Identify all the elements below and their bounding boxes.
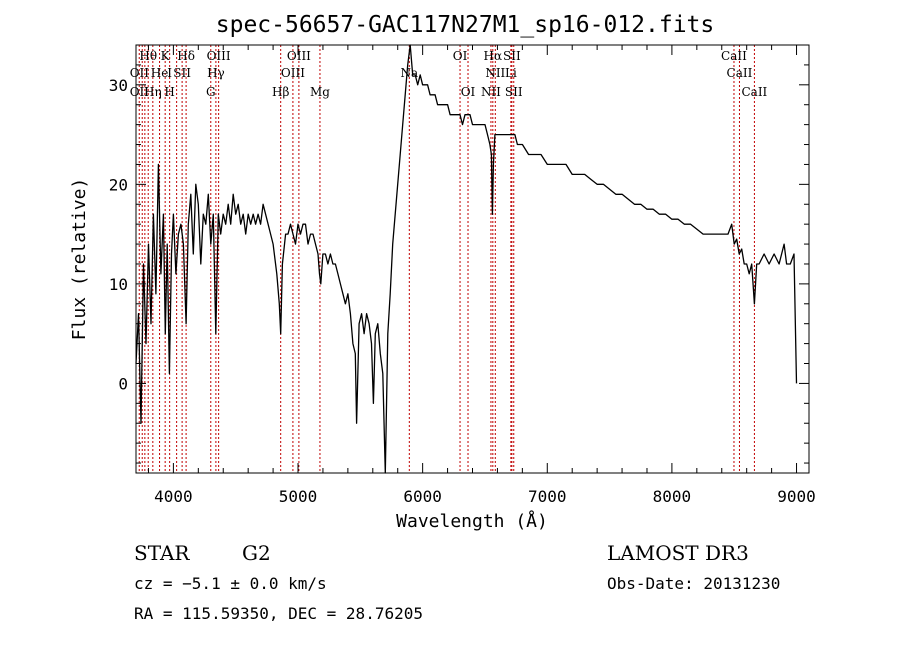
line-label-20: Hη [144,85,162,99]
line-label-10: He [151,66,169,80]
line-label-12: SII [173,66,191,80]
line-label-19: OII [130,85,150,99]
survey-name: LAMOST DR3 [607,541,749,565]
line-label-2: Hδ [177,49,195,63]
x-tick-label: 8000 [653,487,692,506]
line-label-22: G [206,85,216,99]
line-label-18: CaII [727,66,753,80]
line-label-3: OIII [207,49,231,63]
spectrum-line [135,44,798,474]
y-tick-label: 20 [109,175,128,194]
line-label-24: Mg [310,85,330,99]
x-axis: 4000 5000 6000 7000 8000 9000 [147,45,816,506]
x-tick-label: 7000 [528,487,567,506]
observation-date: Obs-Date: 20131230 [607,574,780,593]
line-label-0: Hθ [139,49,157,63]
line-label-1: K [161,49,171,63]
y-tick-label: 30 [109,76,128,95]
line-label-5: OI [453,49,468,63]
object-subclass: G2 [242,541,271,565]
x-axis-label: Wavelength (Å) [396,510,548,532]
x-tick-label: 9000 [777,487,816,506]
line-label-25: OI [461,85,476,99]
line-label-23: Hβ [272,85,289,99]
redshift-cz: cz = −5.1 ± 0.0 km/s [134,574,327,593]
coordinates: RA = 115.59350, DEC = 28.76205 [134,604,423,623]
x-tick-label: 4000 [154,487,193,506]
y-tick-label: 10 [109,275,128,294]
line-label-9: OII [130,66,150,80]
object-class: STAR [134,541,190,565]
line-label-11: I [167,66,172,80]
line-label-13: Hγ [207,66,225,80]
chart-title: spec-56657-GAC117N27M1_sp16-012.fits [216,12,715,38]
line-label-15: Na [400,66,418,80]
x-tick-label: 6000 [403,487,442,506]
y-axis-label: Flux (relative) [69,178,90,341]
line-label-17: Li [505,66,517,80]
y-axis: 0 10 20 30 [109,44,809,464]
line-label-14: OIII [281,66,305,80]
line-label-21: H [164,85,174,99]
line-label-16: NII [485,66,505,80]
x-tick-label: 5000 [279,487,318,506]
line-label-8: CaII [721,49,747,63]
line-label-26: NII [481,85,501,99]
line-label-6: Hα [484,49,503,63]
y-tick-label: 0 [118,374,128,393]
line-label-7: SII [503,49,521,63]
line-label-27: SII [505,85,523,99]
line-label-4: OIII [287,49,311,63]
line-label-28: CaII [741,85,767,99]
